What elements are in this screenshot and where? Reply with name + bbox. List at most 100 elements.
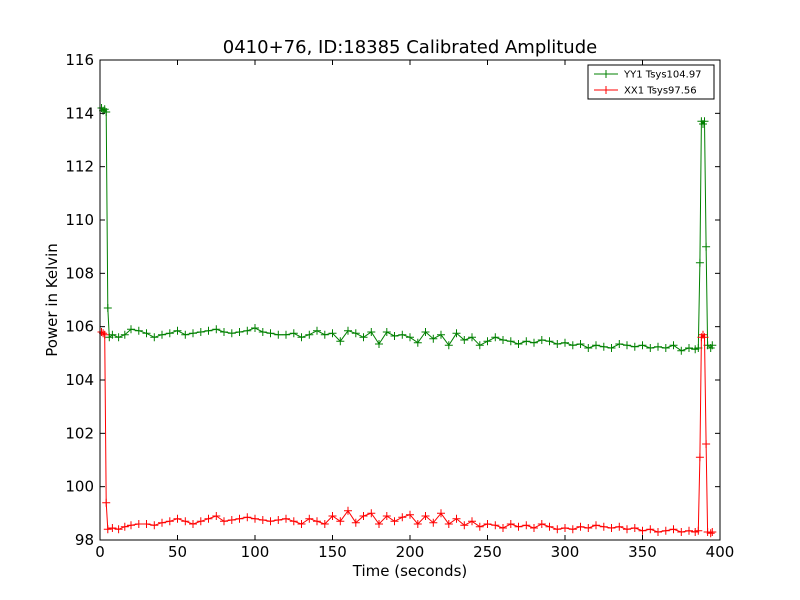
data-point (297, 333, 306, 342)
data-point (452, 329, 461, 338)
data-point (282, 330, 290, 339)
data-point (103, 525, 112, 534)
data-point (289, 517, 298, 526)
y-tick-label: 98 (75, 531, 94, 549)
data-point (437, 509, 445, 518)
x-tick-label: 200 (396, 543, 425, 561)
data-point (390, 517, 399, 526)
data-point (102, 498, 111, 507)
y-tick-label: 104 (65, 371, 94, 389)
data-point (413, 520, 422, 528)
data-point (344, 506, 352, 515)
data-point (514, 340, 523, 348)
data-point (181, 330, 190, 339)
y-tick-label: 112 (65, 158, 94, 176)
data-point (607, 524, 616, 532)
data-point (328, 512, 337, 520)
data-point (134, 520, 143, 528)
data-point (328, 329, 337, 338)
data-point (708, 528, 717, 536)
data-point (108, 330, 117, 339)
data-point (615, 340, 624, 348)
data-point (646, 525, 655, 534)
data-point (220, 517, 228, 526)
data-point (274, 330, 283, 339)
data-point (700, 333, 709, 342)
data-point (305, 330, 314, 339)
data-point (700, 117, 709, 126)
data-point (150, 521, 159, 530)
data-point (114, 333, 123, 342)
data-point (661, 344, 670, 352)
data-point (367, 328, 376, 336)
y-tick-label: 102 (65, 424, 94, 442)
x-tick-label: 0 (95, 543, 105, 561)
data-point (406, 510, 414, 519)
data-point (189, 329, 197, 338)
x-tick-label: 350 (628, 543, 657, 561)
data-point (708, 341, 717, 350)
data-point (320, 330, 329, 339)
legend-marker (602, 86, 610, 94)
data-point (359, 333, 368, 342)
series-1 (97, 328, 717, 538)
data-point (429, 334, 438, 343)
data-point (706, 529, 715, 538)
data-point (506, 520, 515, 528)
data-point (568, 525, 577, 534)
data-point (158, 518, 166, 527)
data-point (452, 514, 461, 523)
data-point (336, 337, 345, 346)
data-point (607, 344, 616, 352)
data-point (553, 340, 562, 348)
x-tick-label: 100 (241, 543, 270, 561)
data-point (344, 326, 352, 335)
y-axis-label: Power in Kelvin (43, 243, 61, 357)
data-point (258, 516, 267, 524)
data-point (189, 520, 197, 528)
series-layer (97, 104, 717, 538)
data-point (165, 517, 174, 526)
data-point (499, 336, 507, 344)
data-point (506, 337, 515, 346)
data-point (114, 525, 123, 534)
y-tick-label: 110 (65, 211, 94, 229)
data-point (561, 524, 569, 532)
data-point (623, 525, 631, 534)
data-point (592, 341, 600, 350)
data-point (127, 521, 135, 530)
data-point (545, 337, 554, 346)
x-axis-label: Time (seconds) (352, 562, 468, 580)
data-point (266, 329, 275, 338)
data-point (491, 333, 500, 342)
data-point (654, 528, 662, 536)
data-point (398, 330, 407, 339)
data-point (695, 258, 704, 267)
data-point (305, 514, 314, 523)
data-point (227, 329, 236, 338)
legend-label: XX1 Tsys97.56 (624, 86, 697, 97)
data-point (468, 333, 476, 342)
data-point (235, 514, 244, 523)
data-point (694, 526, 703, 535)
data-point (336, 517, 345, 526)
y-tick-label: 116 (65, 51, 94, 69)
data-point (599, 342, 608, 351)
data-point (545, 522, 554, 531)
data-point (398, 513, 407, 522)
data-point (351, 329, 360, 338)
y-tick-label: 106 (65, 318, 94, 336)
data-point (220, 328, 228, 336)
data-point (375, 520, 383, 528)
data-point (685, 526, 693, 535)
data-point (475, 341, 484, 350)
data-point (251, 324, 259, 332)
data-point (120, 522, 129, 531)
legend-marker (602, 70, 610, 78)
data-point (646, 344, 655, 352)
data-point (289, 329, 298, 338)
data-point (297, 520, 306, 528)
data-point (429, 518, 438, 527)
data-point (553, 525, 562, 534)
